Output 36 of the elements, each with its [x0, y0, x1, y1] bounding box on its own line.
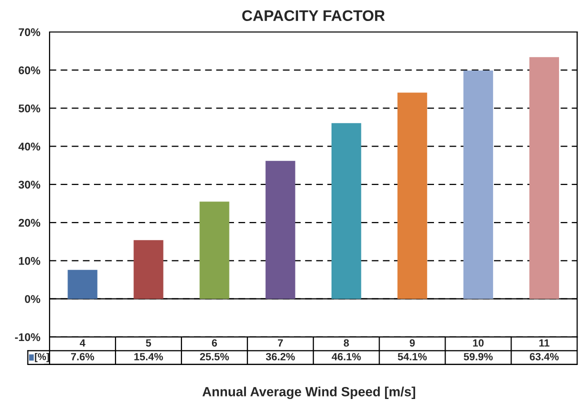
- bar: [68, 270, 98, 299]
- legend-label: [%]: [34, 353, 49, 362]
- y-tick-label: 0%: [24, 295, 40, 303]
- data-label: 25.5%: [200, 352, 229, 360]
- data-label: 36.2%: [266, 352, 295, 360]
- bar: [397, 92, 428, 299]
- bar: [134, 240, 164, 299]
- x-tick-label: 4: [80, 339, 86, 347]
- bar: [266, 160, 296, 299]
- y-tick-label: -10%: [15, 333, 40, 342]
- data-label: 54.1%: [398, 352, 427, 360]
- x-tick-label: 8: [344, 339, 349, 347]
- bar: [463, 70, 494, 299]
- y-tick-label: 70%: [18, 28, 40, 36]
- chart-title: CAPACITY FACTOR: [242, 10, 385, 22]
- x-axis-title: Annual Average Wind Speed [m/s]: [202, 386, 416, 400]
- x-tick-label: 7: [278, 339, 283, 347]
- y-tick-label: 30%: [18, 180, 40, 189]
- x-tick-label: 5: [146, 339, 152, 347]
- y-tick-label: 50%: [18, 104, 40, 112]
- data-label: 46.1%: [332, 352, 361, 360]
- y-tick-label: 60%: [18, 66, 40, 74]
- x-tick-label: 6: [212, 339, 217, 347]
- bar: [529, 57, 560, 299]
- x-tick-label: 10: [473, 339, 484, 347]
- data-label: 63.4%: [530, 352, 559, 360]
- bar: [332, 123, 362, 299]
- y-tick-label: 20%: [18, 218, 40, 227]
- data-label: 59.9%: [464, 352, 493, 360]
- data-label: 15.4%: [134, 352, 163, 360]
- data-label: 7.6%: [71, 352, 94, 360]
- x-tick-label: 11: [539, 339, 550, 347]
- y-tick-label: 40%: [18, 142, 40, 150]
- y-tick-label: 10%: [18, 256, 40, 265]
- x-tick-label: 9: [410, 339, 415, 347]
- bar: [200, 202, 230, 299]
